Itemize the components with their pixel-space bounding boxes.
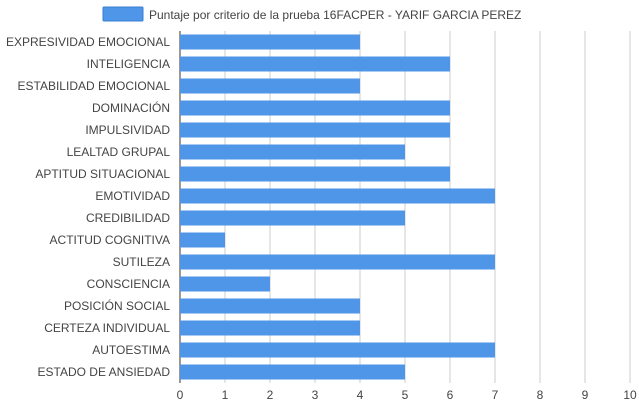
bar: [180, 254, 495, 270]
x-tick-label: 4: [357, 388, 364, 402]
x-tick-label: 5: [402, 388, 409, 402]
category-label: ESTABILIDAD EMOCIONAL: [18, 79, 171, 93]
axis-layer: 0 1 2 3 4 5 6 7 8 9 10 EXPRESIVIDAD EMOCIONAL INTELI…: [6, 35, 637, 402]
bar: [180, 188, 495, 204]
x-tick-label: 2: [267, 388, 274, 402]
x-tick-label: 0: [177, 388, 184, 402]
bar: [180, 100, 450, 116]
legend[interactable]: Puntaje por criterio de la prueba 16FACP…: [102, 6, 521, 22]
category-label: POSICIÓN SOCIAL: [64, 298, 170, 313]
category-label: APTITUD SITUACIONAL: [35, 167, 170, 181]
x-tick-label: 1: [222, 388, 229, 402]
bar: [180, 298, 360, 314]
category-label: ESTADO DE ANSIEDAD: [38, 365, 171, 379]
bar: [180, 210, 405, 226]
bar: [180, 276, 270, 292]
bar: [180, 144, 405, 160]
category-label: ACTITUD COGNITIVA: [50, 233, 170, 247]
bar: [180, 56, 450, 72]
category-label: SUTILEZA: [113, 255, 170, 269]
x-tick-label: 3: [312, 388, 319, 402]
x-tick-label: 8: [537, 388, 544, 402]
category-label: DOMINACIÓN: [92, 100, 170, 115]
bar: [180, 364, 405, 380]
bar: [180, 342, 495, 358]
bar: [180, 320, 360, 336]
bar: [180, 122, 450, 138]
x-tick-label: 9: [582, 388, 589, 402]
category-label: LEALTAD GRUPAL: [67, 145, 171, 159]
bar: [180, 232, 225, 248]
x-tick-label: 6: [447, 388, 454, 402]
bar: [180, 34, 360, 50]
legend-swatch: [102, 6, 144, 22]
category-label: AUTOESTIMA: [92, 343, 170, 357]
bar-layer: [180, 34, 495, 380]
category-label: CREDIBILIDAD: [86, 211, 170, 225]
category-label: INTELIGENCIA: [87, 57, 170, 71]
bar: [180, 78, 360, 94]
category-label: CERTEZA INDIVIDUAL: [44, 321, 170, 335]
category-label: IMPULSIVIDAD: [85, 123, 170, 137]
bar: [180, 166, 450, 182]
category-label: CONSCIENCIA: [87, 277, 170, 291]
category-label: EXPRESIVIDAD EMOCIONAL: [6, 35, 170, 49]
x-tick-label: 10: [623, 388, 637, 402]
x-tick-label: 7: [492, 388, 499, 402]
legend-label: Puntaje por criterio de la prueba 16FACP…: [149, 8, 521, 22]
category-label: EMOTIVIDAD: [95, 189, 170, 203]
